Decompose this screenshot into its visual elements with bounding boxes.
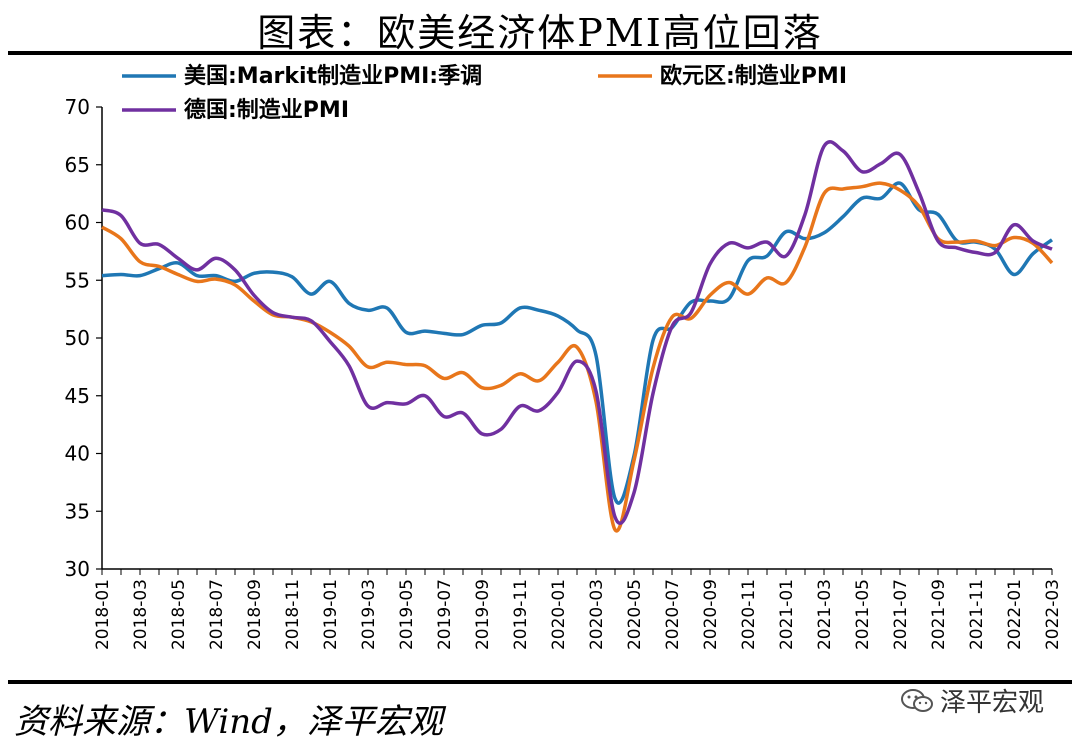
series-line-3 bbox=[101, 140, 1053, 526]
x-tick-label: 2019-03 bbox=[359, 579, 379, 650]
x-tick-label: 2022-03 bbox=[1043, 579, 1063, 650]
x-tick-label: 2022-01 bbox=[1005, 579, 1025, 650]
y-tick-label: 65 bbox=[65, 153, 90, 177]
x-tick-label: 2018-03 bbox=[131, 579, 151, 650]
x-tick-label: 2019-01 bbox=[321, 579, 341, 650]
top-divider bbox=[8, 51, 1072, 55]
x-tick-label: 2020-09 bbox=[701, 579, 721, 650]
y-tick-label: 40 bbox=[65, 442, 90, 466]
x-tick-label: 2021-09 bbox=[929, 579, 949, 650]
x-tick-label: 2021-03 bbox=[815, 579, 835, 650]
brand-watermark: 泽平宏观 bbox=[900, 682, 1044, 719]
x-tick-label: 2019-09 bbox=[473, 579, 493, 650]
series-line-1 bbox=[101, 181, 1054, 505]
x-tick-label: 2018-01 bbox=[93, 579, 113, 650]
x-tick-label: 2018-11 bbox=[283, 579, 303, 650]
y-tick-label: 50 bbox=[65, 326, 90, 350]
chart-series bbox=[101, 140, 1054, 533]
x-tick-label: 2019-07 bbox=[435, 579, 455, 650]
bottom-divider bbox=[8, 680, 1072, 684]
brand-text: 泽平宏观 bbox=[939, 688, 1044, 718]
chart-axes: 30 35 40 45 50 55 60 65 70 2018-01 2018-03 2018-05 2… bbox=[65, 95, 1063, 650]
x-tick-label: 2021-01 bbox=[777, 579, 797, 650]
y-tick-label: 45 bbox=[65, 384, 90, 408]
y-tick-label: 30 bbox=[65, 557, 90, 581]
x-tick-label: 2021-05 bbox=[853, 579, 873, 650]
y-tick-label: 70 bbox=[65, 95, 90, 119]
page-title: 图表：欧美经济体PMI高位回落 bbox=[257, 11, 823, 55]
x-tick-label: 2020-07 bbox=[663, 579, 683, 650]
x-tick-label: 2021-07 bbox=[891, 579, 911, 650]
y-tick-label: 60 bbox=[65, 211, 90, 235]
x-tick-label: 2018-05 bbox=[169, 579, 189, 650]
x-tick-label: 2019-05 bbox=[397, 579, 417, 650]
legend-label-2: 欧元区:制造业PMI bbox=[660, 63, 847, 89]
source-note: 资料来源：Wind，泽平宏观 bbox=[14, 702, 443, 742]
chart-legend: 美国:Markit制造业PMI:季调 欧元区:制造业PMI 德国:制造业PMI bbox=[122, 63, 847, 123]
x-tick-label: 2020-03 bbox=[587, 579, 607, 650]
pmi-line-chart: 美国:Markit制造业PMI:季调 欧元区:制造业PMI 德国:制造业PMI 30… bbox=[65, 63, 1063, 650]
x-tick-label: 2020-05 bbox=[625, 579, 645, 650]
x-tick-label: 2019-11 bbox=[511, 579, 531, 650]
y-tick-label: 55 bbox=[65, 268, 90, 292]
y-tick-label: 35 bbox=[65, 499, 90, 523]
x-tick-label: 2020-01 bbox=[549, 579, 569, 650]
x-tick-label: 2021-11 bbox=[967, 579, 987, 650]
legend-label-1: 美国:Markit制造业PMI:季调 bbox=[184, 63, 482, 89]
series-line-2 bbox=[101, 181, 1054, 533]
wechat-icon bbox=[900, 688, 934, 714]
x-tick-label: 2018-09 bbox=[245, 579, 265, 650]
x-tick-label: 2020-11 bbox=[739, 579, 759, 650]
x-tick-label: 2018-07 bbox=[207, 579, 227, 650]
legend-label-3: 德国:制造业PMI bbox=[184, 97, 349, 123]
